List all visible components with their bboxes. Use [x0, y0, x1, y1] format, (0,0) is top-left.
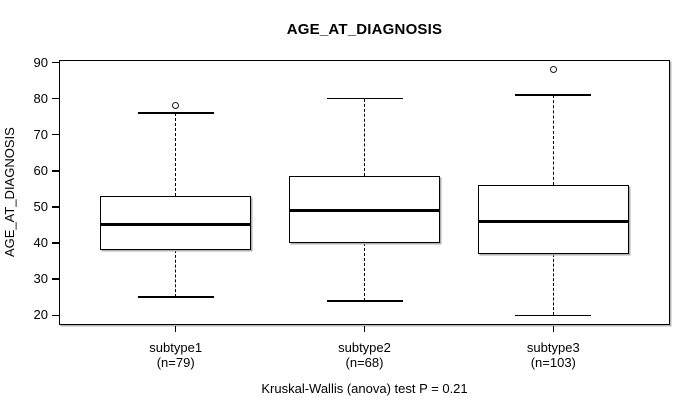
y-axis-tick-label: 30	[33, 271, 48, 287]
whisker-lower-cap	[515, 314, 592, 316]
outlier-point	[549, 66, 557, 74]
category-count-label: (n=68)	[345, 354, 384, 370]
whisker-lower-cap	[326, 300, 403, 302]
whisker-lower-line	[363, 243, 365, 301]
y-axis-tick	[52, 314, 59, 316]
stats-annotation: Kruskal-Wallis (anova) test P = 0.21	[261, 381, 468, 396]
outlier-point	[172, 102, 180, 110]
whisker-lower-line	[552, 253, 554, 316]
y-axis-tick-label: 50	[33, 198, 48, 214]
y-axis-tick-label: 90	[33, 54, 48, 70]
x-axis-tick-label: subtype1 (n=79)	[106, 340, 246, 370]
whisker-upper-cap	[326, 97, 403, 100]
category-label: subtype3	[526, 340, 580, 355]
y-axis-tick-label: 70	[33, 126, 48, 142]
category-count-label: (n=103)	[530, 354, 576, 370]
x-axis-tick-label: subtype3 (n=103)	[483, 340, 623, 370]
x-axis-tick	[363, 326, 366, 332]
whisker-upper-line	[363, 98, 365, 177]
x-axis-tick	[552, 326, 555, 332]
y-axis-tick	[52, 206, 59, 208]
category-count-label: (n=79)	[156, 354, 195, 370]
box	[477, 185, 629, 254]
median-line	[477, 219, 629, 223]
whisker-lower-line	[174, 250, 176, 298]
y-axis-tick	[52, 170, 59, 172]
whisker-lower-cap	[137, 296, 214, 298]
whisker-upper-line	[174, 113, 176, 197]
y-axis-tick-label: 80	[33, 90, 48, 106]
y-axis-tick-label: 60	[33, 162, 48, 178]
y-axis-tick-label: 20	[33, 307, 48, 323]
whisker-upper-cap	[137, 112, 214, 114]
whisker-upper-line	[552, 95, 554, 186]
x-axis-tick	[174, 326, 177, 332]
y-axis-tick	[52, 61, 59, 64]
y-axis-tick	[52, 133, 59, 136]
y-axis-tick	[52, 97, 59, 100]
box	[100, 196, 252, 251]
y-axis-tick	[52, 242, 59, 244]
median-line	[100, 223, 252, 227]
median-line	[289, 209, 440, 213]
category-label: subtype2	[338, 340, 391, 355]
category-label: subtype1	[149, 340, 203, 355]
chart-title: AGE_AT_DIAGNOSIS	[286, 21, 443, 38]
y-axis-tick-label: 40	[33, 235, 48, 251]
x-axis-tick-label: subtype2 (n=68)	[295, 340, 435, 370]
y-axis-tick	[52, 278, 59, 280]
whisker-upper-cap	[515, 94, 592, 96]
